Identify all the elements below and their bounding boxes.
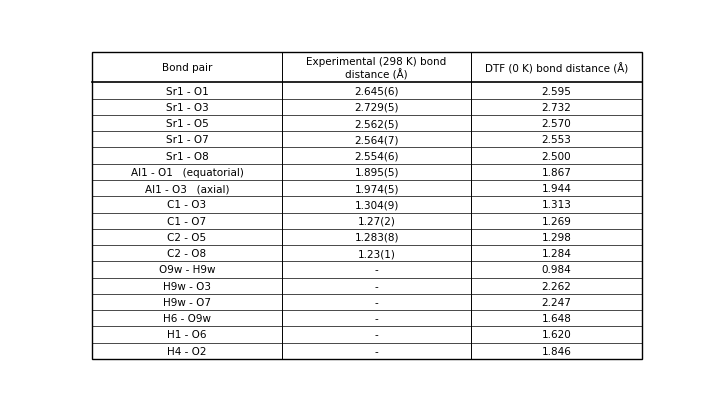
Text: 2.562(5): 2.562(5)	[354, 119, 399, 129]
Text: DTF (0 K) bond distance (Å): DTF (0 K) bond distance (Å)	[485, 63, 628, 74]
Text: C1 - O7: C1 - O7	[168, 216, 207, 226]
Text: 1.298: 1.298	[541, 232, 571, 242]
Text: Al1 - O3   (axial): Al1 - O3 (axial)	[145, 184, 229, 194]
Text: -: -	[374, 265, 379, 275]
Text: 1.648: 1.648	[541, 313, 571, 323]
Text: Sr1 - O3: Sr1 - O3	[165, 102, 208, 113]
Text: C2 - O5: C2 - O5	[168, 232, 207, 242]
Text: O9w - H9w: O9w - H9w	[159, 265, 216, 275]
Text: H6 - O9w: H6 - O9w	[163, 313, 211, 323]
Text: Experimental (298 K) bond
distance (Å): Experimental (298 K) bond distance (Å)	[306, 57, 447, 80]
Text: 1.846: 1.846	[541, 346, 571, 356]
Text: Sr1 - O1: Sr1 - O1	[165, 86, 208, 96]
Text: -: -	[374, 313, 379, 323]
Text: -: -	[374, 330, 379, 339]
Text: 1.23(1): 1.23(1)	[357, 249, 395, 258]
Text: 2.729(5): 2.729(5)	[354, 102, 399, 113]
Text: 1.283(8): 1.283(8)	[354, 232, 399, 242]
Text: 0.984: 0.984	[541, 265, 571, 275]
Text: 1.974(5): 1.974(5)	[354, 184, 399, 194]
Text: 1.269: 1.269	[541, 216, 571, 226]
Text: Sr1 - O7: Sr1 - O7	[165, 135, 208, 145]
Text: 2.732: 2.732	[541, 102, 571, 113]
Text: C2 - O8: C2 - O8	[168, 249, 207, 258]
Text: Al1 - O1   (equatorial): Al1 - O1 (equatorial)	[130, 167, 243, 177]
Text: -: -	[374, 297, 379, 307]
Text: 2.645(6): 2.645(6)	[354, 86, 399, 96]
Text: 1.895(5): 1.895(5)	[354, 167, 399, 177]
Text: 1.620: 1.620	[541, 330, 571, 339]
Text: 1.867: 1.867	[541, 167, 571, 177]
Text: C1 - O3: C1 - O3	[168, 200, 207, 210]
Text: 2.553: 2.553	[541, 135, 571, 145]
Text: 1.284: 1.284	[541, 249, 571, 258]
Text: 2.595: 2.595	[541, 86, 571, 96]
Text: 1.27(2): 1.27(2)	[357, 216, 395, 226]
Text: 2.247: 2.247	[541, 297, 571, 307]
Text: H4 - O2: H4 - O2	[168, 346, 207, 356]
Text: 2.564(7): 2.564(7)	[354, 135, 399, 145]
Text: H1 - O6: H1 - O6	[168, 330, 207, 339]
Text: 2.500: 2.500	[542, 151, 571, 161]
Text: Sr1 - O8: Sr1 - O8	[165, 151, 208, 161]
Text: H9w - O3: H9w - O3	[163, 281, 211, 291]
Text: H9w - O7: H9w - O7	[163, 297, 211, 307]
Text: Bond pair: Bond pair	[162, 63, 212, 73]
Text: 2.554(6): 2.554(6)	[354, 151, 399, 161]
Text: Sr1 - O5: Sr1 - O5	[165, 119, 208, 129]
Text: 1.944: 1.944	[541, 184, 571, 194]
Text: -: -	[374, 281, 379, 291]
Text: -: -	[374, 346, 379, 356]
Text: 2.262: 2.262	[541, 281, 571, 291]
Text: 2.570: 2.570	[541, 119, 571, 129]
Text: 1.313: 1.313	[541, 200, 571, 210]
Text: 1.304(9): 1.304(9)	[354, 200, 399, 210]
